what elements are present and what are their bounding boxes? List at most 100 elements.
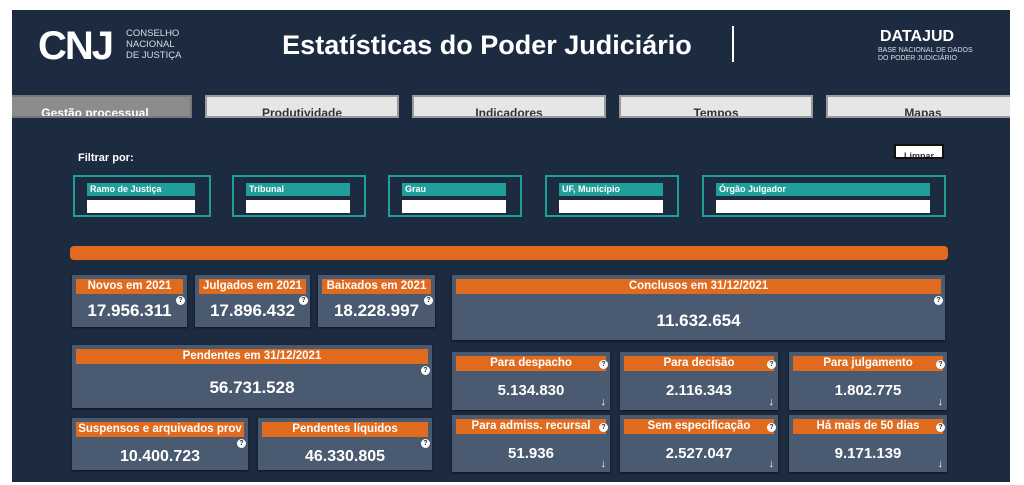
tab-label: Tempos xyxy=(693,106,739,118)
drill-icon[interactable]: ↓ xyxy=(768,458,775,470)
kpi-label: Baixados em 2021 xyxy=(322,279,431,294)
drill-icon[interactable]: ↓ xyxy=(768,396,775,408)
kpi-card: Para despacho 5.134.830? ↓ xyxy=(452,352,610,410)
filter-box[interactable]: UF, Município xyxy=(545,175,679,217)
filter-box[interactable]: Grau xyxy=(388,175,522,217)
tab[interactable]: Mapas xyxy=(826,95,1010,118)
kpi-value: 11.632.654 xyxy=(656,311,741,330)
brand-line: DO PODER JUDICIÁRIO xyxy=(878,55,957,62)
help-icon[interactable]: ? xyxy=(599,360,608,369)
help-icon[interactable]: ? xyxy=(421,439,430,448)
filter-box[interactable]: Ramo de Justiça xyxy=(73,175,211,217)
help-icon[interactable]: ? xyxy=(936,423,945,432)
title: Estatísticas do Poder Judiciário xyxy=(282,30,692,60)
help-icon[interactable]: ? xyxy=(936,360,945,369)
filter-input[interactable] xyxy=(716,200,930,213)
kpi-value: 9.171.139 xyxy=(834,445,902,462)
kpi-label: Suspensos e arquivados prov xyxy=(76,422,244,437)
tab-label: Indicadores xyxy=(475,106,543,118)
tab-label: Gestão processual xyxy=(41,106,149,118)
help-icon[interactable]: ? xyxy=(424,296,433,305)
kpi-card: Para julgamento 1.802.775? ↓ xyxy=(789,352,947,410)
help-icon[interactable]: ? xyxy=(237,439,246,448)
kpi-value: 17.956.311 xyxy=(87,301,172,320)
logo-line: DE JUSTIÇA xyxy=(126,50,182,61)
logo-line: NACIONAL xyxy=(126,39,175,50)
tab-label: Produtividade xyxy=(261,106,342,118)
help-icon[interactable]: ? xyxy=(767,423,776,432)
kpi-card: Pendentes em 31/12/2021 56.731.528? xyxy=(72,345,432,408)
kpi-value: 2.116.343 xyxy=(666,382,732,399)
tab[interactable]: Indicadores xyxy=(412,95,606,118)
drill-icon[interactable]: ↓ xyxy=(937,396,944,408)
kpi-card: Pendentes líquidos 46.330.805? xyxy=(258,418,432,470)
kpi-label: Pendentes líquidos xyxy=(262,422,428,437)
filter-input[interactable] xyxy=(559,200,663,213)
kpi-card: Sem especificação 2.527.047? ↓ xyxy=(620,415,778,472)
filter-input[interactable] xyxy=(87,200,195,213)
help-icon[interactable]: ? xyxy=(176,296,185,305)
help-icon[interactable]: ? xyxy=(767,360,776,369)
brand-text: BASE NACIONAL DE DADOS DO PODER JUDICIÁRI… xyxy=(878,47,973,63)
kpi-label: Para despacho xyxy=(456,356,606,371)
kpi-value: 17.896.432 xyxy=(209,301,296,320)
cursor xyxy=(732,26,734,62)
kpi-card: Novos em 2021 17.956.311? xyxy=(72,275,187,327)
help-icon[interactable]: ? xyxy=(934,296,943,305)
filter-name: Ramo de Justiça xyxy=(87,183,195,196)
kpi-card: Para admiss. recursal 51.936? ↓ xyxy=(452,415,610,472)
filter-input[interactable] xyxy=(246,200,350,213)
logo: CNJ xyxy=(38,24,114,68)
kpi-label: Sem especificação xyxy=(624,419,774,434)
kpi-card: Suspensos e arquivados prov 10.400.723? xyxy=(72,418,248,470)
filter-input[interactable] xyxy=(402,200,506,213)
filter-name: Grau xyxy=(402,183,506,196)
drill-icon[interactable]: ↓ xyxy=(600,458,607,470)
kpi-card: Baixados em 2021 18.228.997? xyxy=(318,275,435,327)
clear-button[interactable]: Limpar xyxy=(894,144,944,159)
kpi-value: 5.134.830 xyxy=(497,382,565,399)
drill-icon[interactable]: ↓ xyxy=(600,396,607,408)
filter-box[interactable]: Tribunal xyxy=(232,175,366,217)
kpi-value: 56.731.528 xyxy=(209,378,295,397)
kpi-label: Para julgamento xyxy=(793,356,943,371)
kpi-label: Pendentes em 31/12/2021 xyxy=(76,349,428,364)
tab[interactable]: Produtividade xyxy=(205,95,399,118)
kpi-value: 2.527.047 xyxy=(665,445,733,462)
logo-text: CONSELHO NACIONAL DE JUSTIÇA xyxy=(126,28,181,61)
help-icon[interactable]: ? xyxy=(599,423,608,432)
kpi-card: Julgados em 2021 17.896.432? xyxy=(195,275,310,327)
kpi-value: 46.330.805 xyxy=(304,448,386,465)
kpi-value: 51.936 xyxy=(508,445,554,462)
logo-line: CONSELHO xyxy=(126,28,180,39)
clear-text: Limpar xyxy=(903,151,934,159)
kpi-value: 1.802.775 xyxy=(834,382,902,399)
kpi-label: Julgados em 2021 xyxy=(199,279,306,294)
filter-box[interactable]: Órgão Julgador xyxy=(702,175,946,217)
dashboard: CNJ CONSELHO NACIONAL DE JUSTIÇA Estatísti… xyxy=(12,10,1010,482)
help-icon[interactable]: ? xyxy=(299,296,308,305)
filter-name: Órgão Julgador xyxy=(716,183,930,196)
tab[interactable]: Tempos xyxy=(619,95,813,118)
filter-label: Filtrar por: xyxy=(78,152,134,164)
kpi-card: Conclusos em 31/12/2021 11.632.654? xyxy=(452,275,945,340)
kpi-value: 10.400.723 xyxy=(119,448,201,465)
filter-name: UF, Município xyxy=(559,183,663,196)
tab-label: Mapas xyxy=(904,106,942,118)
kpi-label: Há mais de 50 dias xyxy=(793,419,943,434)
kpi-card: Para decisão 2.116.343? ↓ xyxy=(620,352,778,410)
kpi-card: Há mais de 50 dias 9.171.139? ↓ xyxy=(789,415,947,472)
brand: DATAJUD xyxy=(880,28,955,45)
kpi-label: Para admiss. recursal xyxy=(456,419,606,434)
kpi-label: Novos em 2021 xyxy=(76,279,183,294)
kpi-label: Para decisão xyxy=(624,356,774,371)
tab[interactable]: Gestão processual xyxy=(12,95,192,118)
kpi-value: 18.228.997 xyxy=(333,301,420,320)
date-bar xyxy=(70,246,948,260)
drill-icon[interactable]: ↓ xyxy=(937,458,944,470)
kpi-label: Conclusos em 31/12/2021 xyxy=(456,279,941,294)
brand-line: BASE NACIONAL DE DADOS xyxy=(878,47,973,54)
filter-name: Tribunal xyxy=(246,183,350,196)
help-icon[interactable]: ? xyxy=(421,366,430,375)
